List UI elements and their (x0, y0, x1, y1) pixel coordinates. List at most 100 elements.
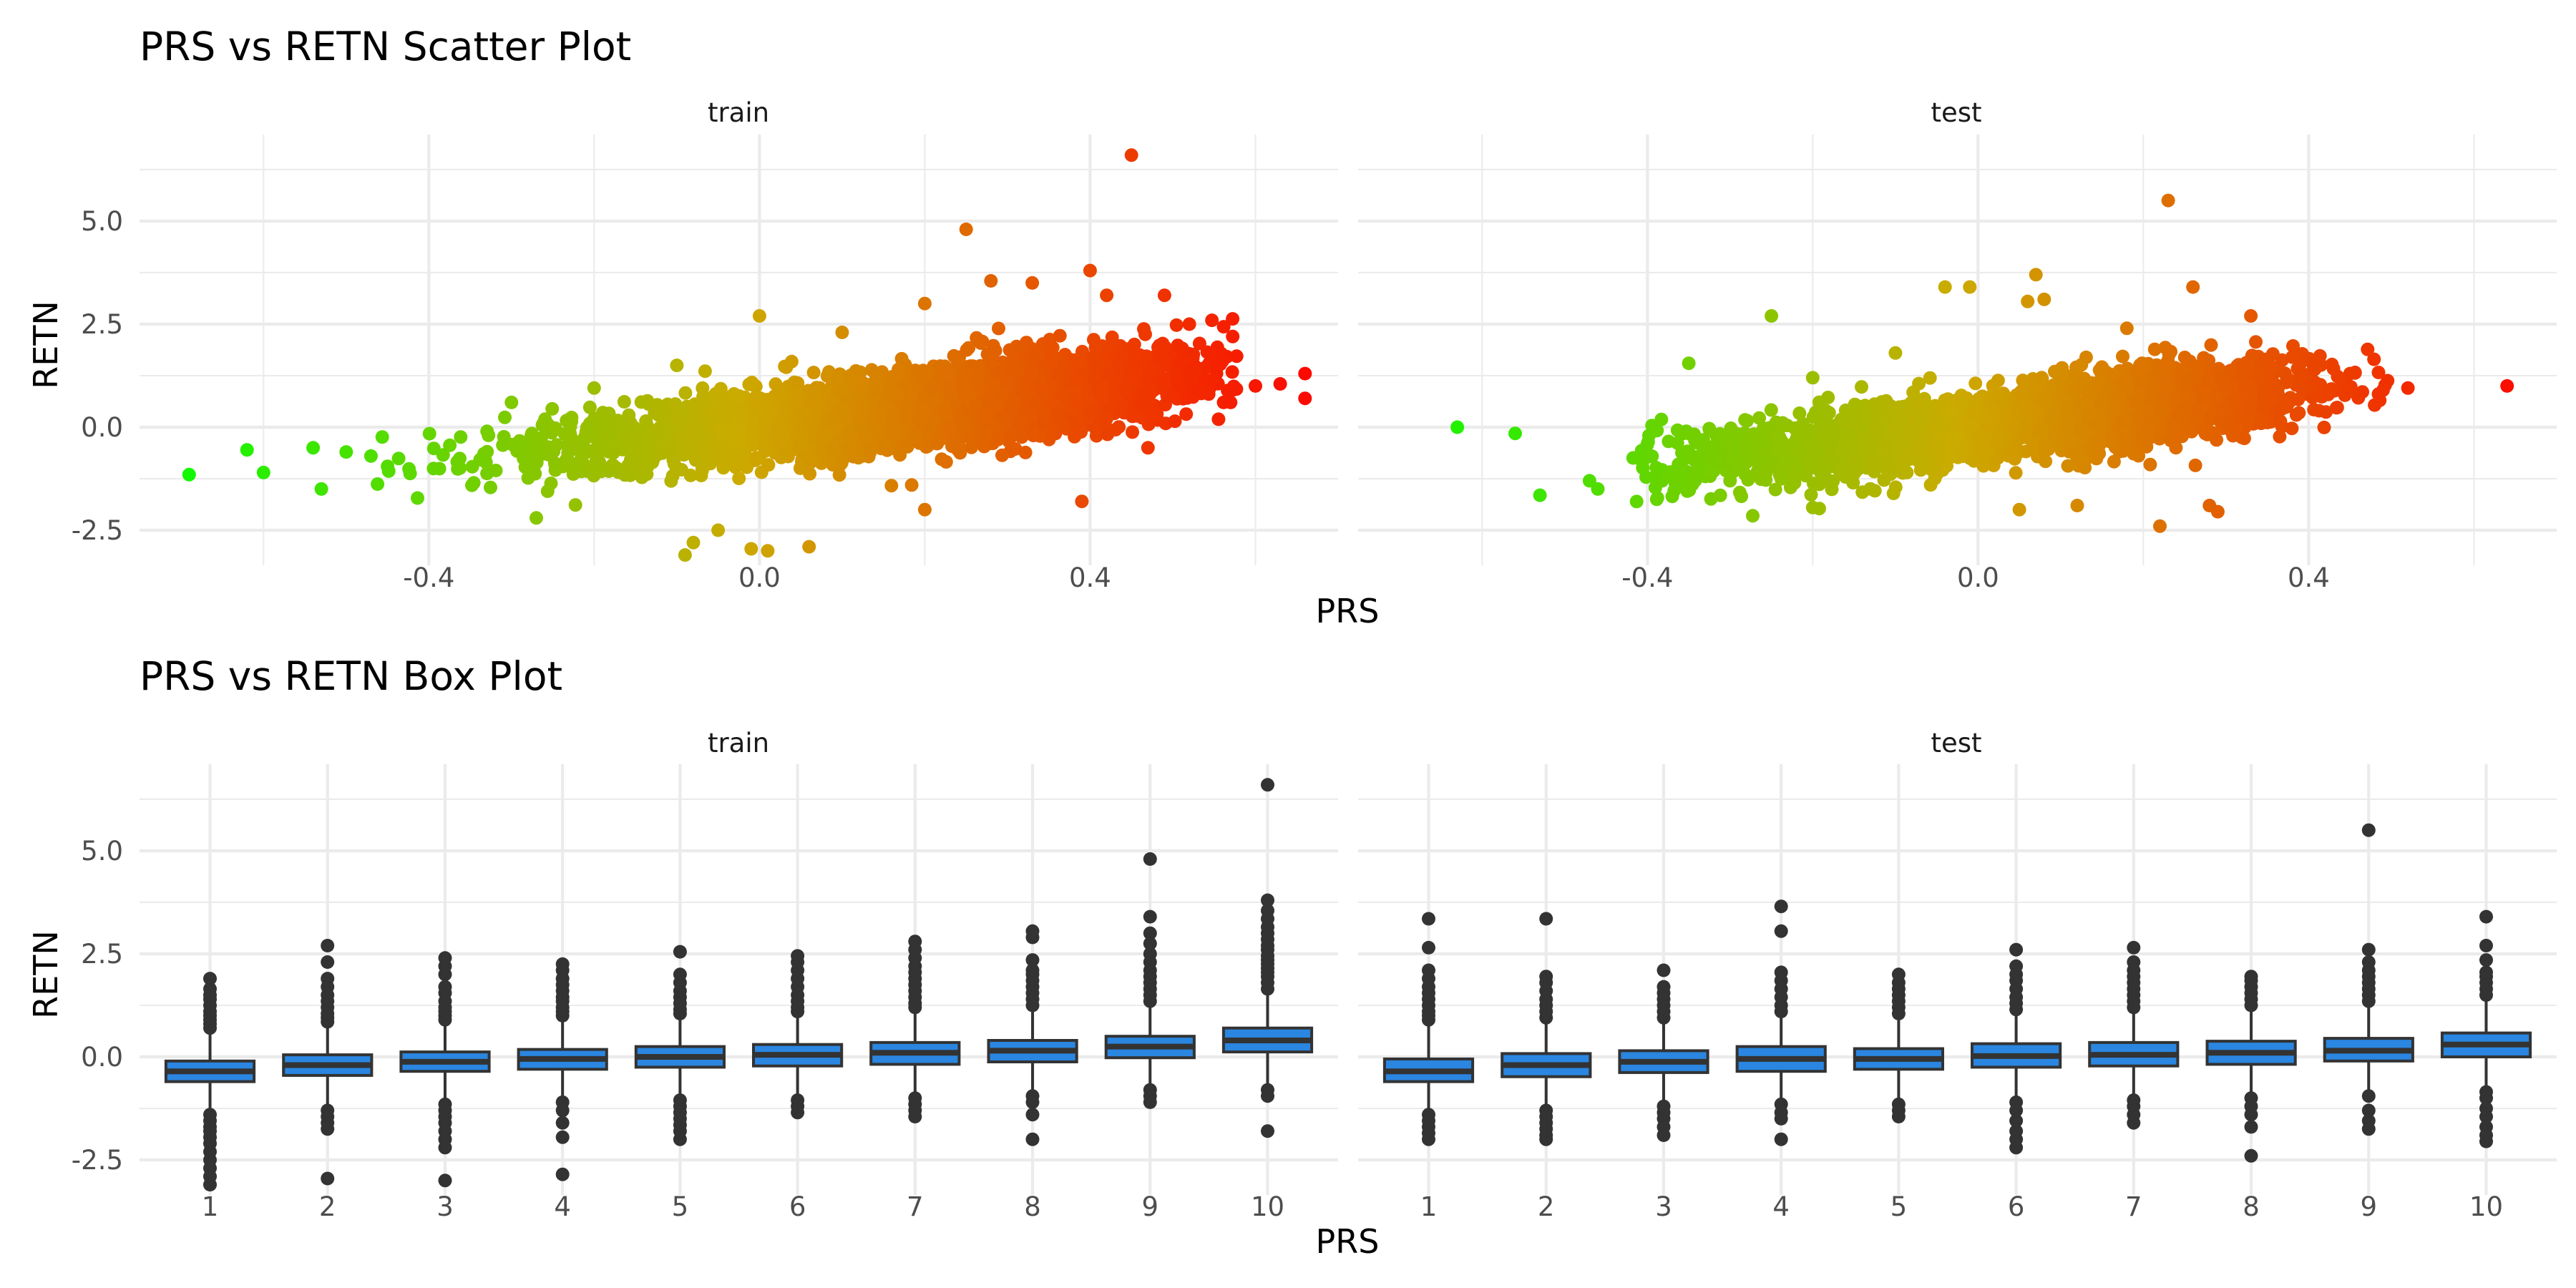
scatter-point (816, 429, 830, 443)
scatter-point (1126, 351, 1141, 365)
scatter-point (698, 364, 712, 379)
scatter-point (375, 430, 389, 444)
scatter-point (752, 309, 766, 323)
scatter-point (1169, 318, 1184, 332)
scatter-point (563, 456, 577, 470)
scatter-point (548, 421, 562, 435)
scatter-point (1138, 327, 1152, 341)
scatter-point (960, 343, 974, 357)
scatter-point (968, 399, 982, 414)
scatter-point (371, 477, 385, 491)
scatter-point (732, 472, 746, 485)
scatter-point (1115, 349, 1128, 364)
scatter-point (1145, 361, 1159, 375)
scatter-point (1205, 313, 1219, 328)
scatter-point (411, 491, 424, 505)
scatter-point (1923, 478, 1938, 492)
scatter-point (887, 426, 902, 441)
scatter-point (1092, 385, 1106, 399)
scatter-point (917, 296, 932, 311)
scatter-point (547, 456, 562, 470)
scatter-point (1025, 275, 1040, 290)
scatter-point (1157, 288, 1171, 303)
scatter-point (587, 469, 601, 483)
scatter-point (306, 441, 321, 455)
scatter-point (1053, 328, 1067, 343)
scatter-point (942, 380, 956, 394)
scatter-point (426, 441, 441, 456)
scatter-point (835, 326, 849, 339)
scatter-point (802, 540, 816, 554)
scatter-point (465, 478, 479, 492)
scatter-point (1088, 353, 1102, 367)
scatter-point (538, 412, 552, 426)
scatter-point (1298, 391, 1312, 406)
scatter-title: PRS vs RETN Scatter Plot (140, 24, 631, 69)
scatter-point (909, 429, 923, 444)
scatter-point (733, 424, 747, 438)
scatter-point (618, 468, 632, 482)
scatter-point (1045, 355, 1059, 369)
scatter-point (563, 419, 577, 434)
scatter-point (2009, 466, 2023, 480)
scatter-point (992, 321, 1005, 336)
scatter-point (874, 407, 888, 421)
scatter-point (1101, 427, 1115, 441)
scatter-point (1003, 362, 1018, 376)
scatter-point (1182, 317, 1196, 331)
scatter-point (1211, 412, 1226, 426)
scatter-point (1123, 364, 1137, 379)
scatter-point (806, 366, 821, 380)
scatter-point (545, 401, 560, 416)
scatter-strip-train: train (708, 97, 769, 128)
scatter-point (884, 479, 899, 493)
scatter-point (988, 343, 1002, 358)
scatter-point (1015, 430, 1029, 444)
scatter-point (1124, 148, 1138, 162)
scatter-point (1168, 414, 1182, 429)
scatter-point (1224, 395, 1238, 409)
scatter-point (1027, 395, 1041, 409)
scatter-point (1018, 445, 1033, 459)
scatter-point (688, 397, 702, 411)
scatter-point (917, 502, 932, 517)
scatter-point (1126, 425, 1139, 439)
scatter-point (904, 478, 919, 492)
scatter-point (1025, 367, 1040, 381)
scatter-point (1083, 263, 1097, 278)
scatter-point (1068, 426, 1083, 440)
scatter-point (1100, 288, 1114, 303)
scatter-point (536, 447, 550, 461)
scatter-point (776, 427, 790, 441)
scatter-point (772, 386, 786, 401)
scatter-point (1141, 381, 1156, 395)
scatter-point (761, 544, 775, 558)
scatter-point (443, 438, 457, 452)
scatter-point (422, 426, 436, 441)
scatter-point (803, 467, 817, 481)
scatter-point (716, 452, 730, 467)
scatter-point (1204, 347, 1218, 361)
scatter-point (643, 437, 657, 452)
scatter-point (863, 445, 877, 459)
scatter-point (550, 438, 564, 452)
scatter-point (1055, 416, 1070, 431)
scatter-point (723, 404, 738, 419)
scatter-point (2292, 406, 2306, 420)
scatter-point (484, 480, 497, 494)
scatter-point (950, 354, 965, 369)
scatter-point (686, 535, 701, 550)
scatter-point (482, 428, 496, 442)
scatter-point (758, 444, 772, 458)
scatter-point (650, 398, 664, 412)
scatter-point (1056, 389, 1070, 403)
scatter-point (984, 393, 998, 407)
scatter-point-cloud (371, 312, 1244, 512)
scatter-point (1298, 366, 1312, 381)
scatter-point (525, 426, 539, 441)
scatter-point (587, 381, 601, 395)
scatter-point (940, 367, 955, 381)
scatter-point (892, 387, 905, 401)
scatter-point (970, 371, 985, 386)
